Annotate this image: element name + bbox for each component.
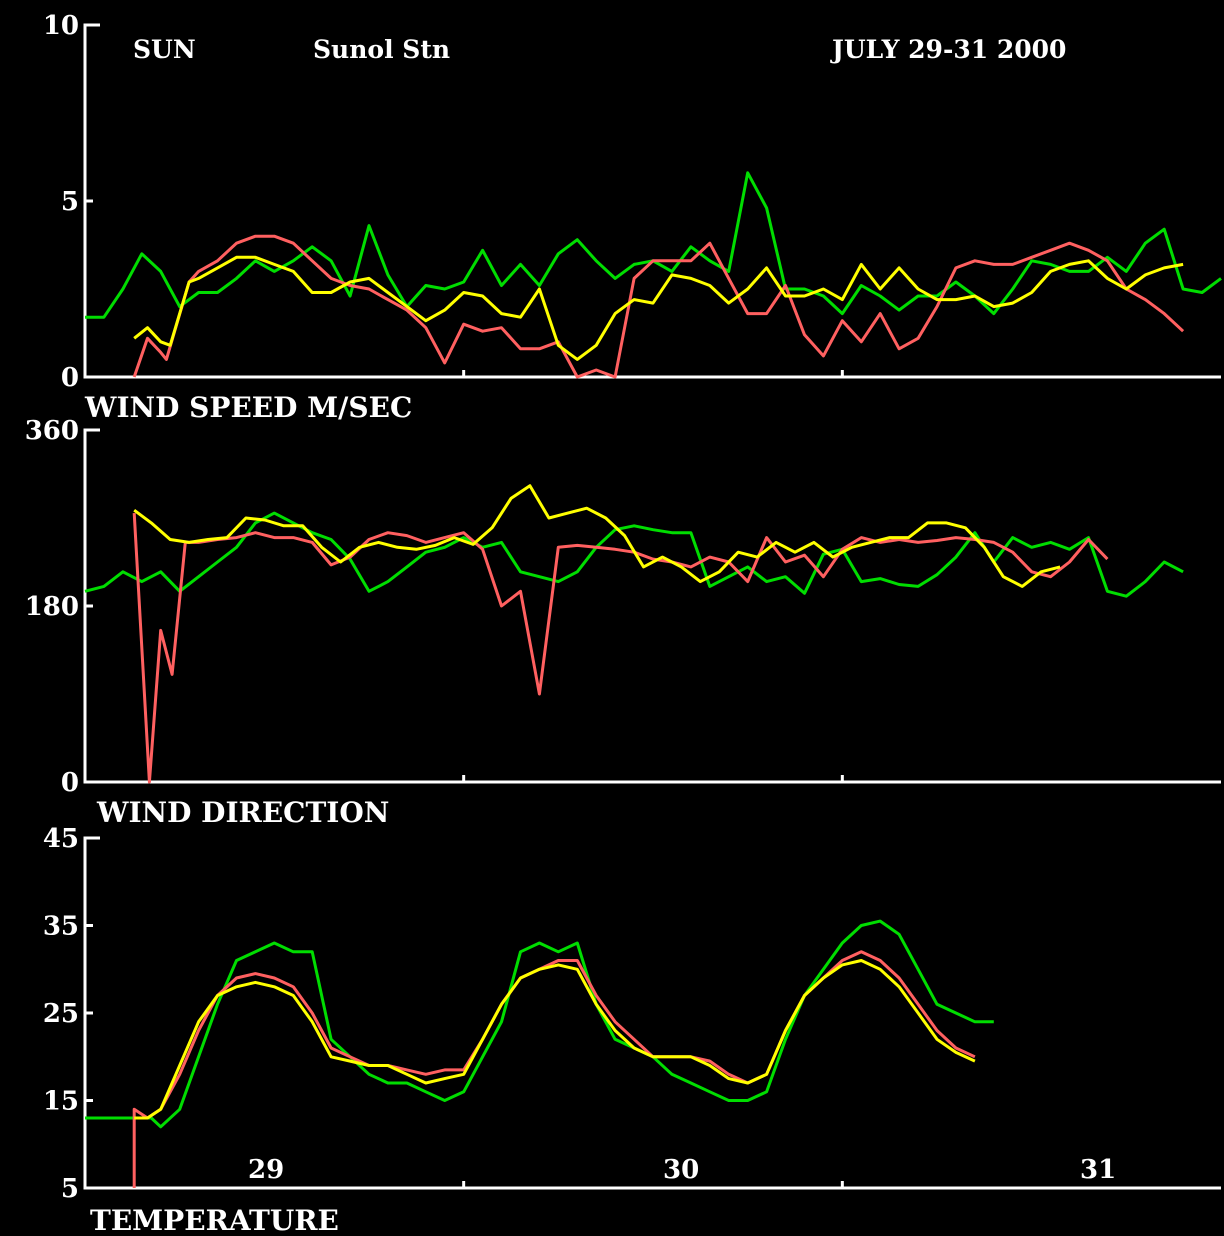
wind-direction-axes <box>83 428 1221 784</box>
temperature-y-tick-label: 15 <box>43 1087 79 1117</box>
temperature-series-green <box>85 919 994 1129</box>
temperature-series-yellow <box>134 959 976 1120</box>
temperature-y-tick-label: 25 <box>43 999 79 1029</box>
temperature-series-red <box>132 950 976 1188</box>
wind-speed-axes <box>83 23 1221 379</box>
wind-speed-series-yellow <box>133 255 1184 361</box>
station-code: SUN <box>133 35 196 64</box>
date-range: JULY 29-31 2000 <box>830 35 1066 64</box>
temperature-axis-label: TEMPERATURE <box>90 1204 339 1236</box>
temperature-panel: 45 35 25 15 5 <box>43 824 1221 1204</box>
temperature-axes <box>83 836 1221 1190</box>
station-name: Sunol Stn <box>313 35 450 64</box>
wind-direction-series-green <box>84 511 1184 598</box>
wind-direction-series-yellow <box>133 484 1061 588</box>
wind-speed-y-tick-label: 5 <box>61 187 79 217</box>
wind-speed-axis-label: WIND SPEED M/SEC <box>84 391 412 424</box>
temperature-y-tick-label: 45 <box>43 824 79 854</box>
day-label-30: 30 <box>663 1155 699 1185</box>
wind-speed-y-tick-label: 10 <box>43 11 79 41</box>
wind-direction-y-tick-label: 180 <box>25 592 79 622</box>
wind-direction-y-tick-label: 0 <box>61 768 79 798</box>
wind-direction-y-tick-label: 360 <box>25 416 79 446</box>
wind-direction-axis-label: WIND DIRECTION <box>96 796 389 829</box>
wind-speed-series-red <box>132 234 1185 379</box>
wind-direction-series-red <box>132 513 1109 784</box>
wind-direction-panel: 360 180 0 <box>25 416 1221 798</box>
temperature-y-tick-label: 35 <box>43 912 79 942</box>
day-label-29: 29 <box>248 1155 284 1185</box>
wind-speed-series-green <box>85 171 1222 319</box>
wind-speed-y-tick-label: 0 <box>61 363 79 393</box>
temperature-y-tick-label: 5 <box>61 1174 79 1204</box>
wind-speed-panel: 10 5 0 <box>43 11 1222 393</box>
day-label-31: 31 <box>1080 1155 1116 1185</box>
